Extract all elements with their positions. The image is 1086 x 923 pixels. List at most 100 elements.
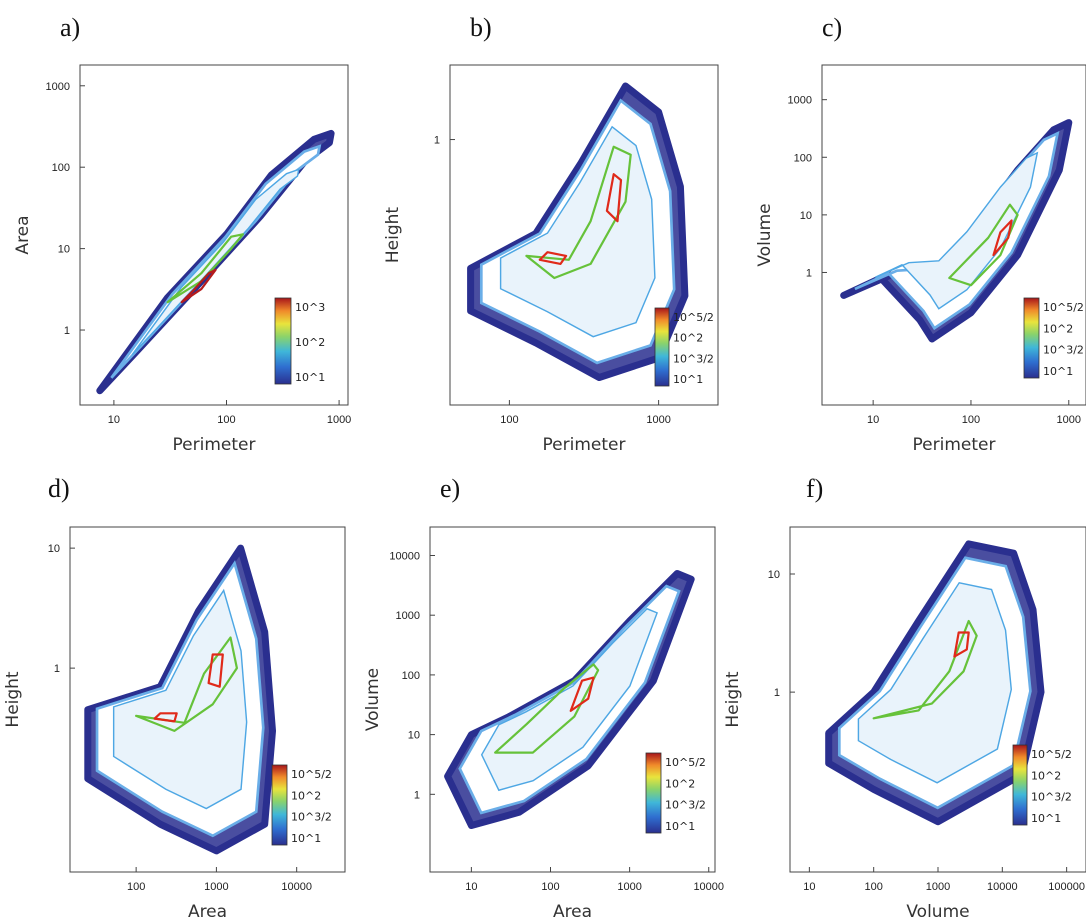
density-core — [857, 581, 1013, 784]
axes-frame — [79, 64, 349, 406]
colorbar-label: 10^1 — [295, 371, 325, 384]
colorbar-label: 10^2 — [673, 332, 703, 345]
colorbar-label: 10^1 — [291, 832, 321, 845]
x-axis-label: Volume — [906, 902, 969, 922]
y-axis-label: Volume — [363, 668, 383, 731]
y-tick-label: 1 — [414, 789, 420, 801]
y-tick-label: 1 — [806, 267, 812, 279]
colorbar-label: 10^2 — [665, 777, 695, 790]
y-axis-label: Height — [723, 671, 743, 728]
x-tick-label: 1000 — [617, 881, 641, 893]
y-axis-label: Height — [383, 207, 403, 264]
contour-1 — [153, 712, 178, 723]
contour-1 — [538, 251, 568, 265]
axes-frame — [429, 526, 716, 873]
y-tick-label: 1 — [64, 325, 70, 337]
panel-letter: d) — [48, 474, 70, 503]
x-tick-label: 100 — [217, 414, 235, 426]
y-tick-label: 1 — [774, 687, 780, 699]
density-core — [499, 125, 656, 338]
colorbar-label: 10^3/2 — [1043, 344, 1084, 357]
x-axis-label: Area — [188, 902, 227, 922]
contour-2 — [605, 173, 623, 223]
x-tick-label: 1000 — [1057, 414, 1081, 426]
x-tick-label: 100 — [541, 881, 559, 893]
contour-1 — [953, 631, 970, 658]
x-tick-label: 10 — [108, 414, 120, 426]
x-tick-label: 100 — [500, 414, 518, 426]
colorbar-label: 10^5/2 — [665, 756, 706, 769]
colorbar-label: 10^1 — [665, 820, 695, 833]
colorbar-label: 10^1 — [1031, 812, 1061, 825]
y-tick-label: 10 — [768, 569, 780, 581]
y-tick-label: 1 — [434, 135, 440, 147]
panel-a: a) 10 100 1000 1 10 100 1000 Perimeter Area 10^3 10… — [13, 13, 351, 455]
x-tick-label: 100 — [865, 881, 883, 893]
x-axis-label: Perimeter — [173, 435, 256, 455]
contour-0 — [872, 619, 978, 720]
x-tick-label: 100 — [127, 881, 145, 893]
panel-b: b) 100 1000 1 Perimeter Height 10^5/2 10^2 10^3/… — [383, 13, 719, 455]
colorbar — [645, 752, 662, 834]
contour-1 — [180, 268, 217, 304]
density-core — [874, 151, 1039, 310]
colorbar — [1012, 744, 1028, 826]
colorbar-label: 10^1 — [673, 373, 703, 386]
density-core — [112, 588, 248, 810]
x-tick-label: 10 — [803, 881, 815, 893]
panel-letter: f) — [806, 474, 823, 503]
panel-letter: e) — [440, 474, 460, 503]
x-tick-label: 10 — [465, 881, 477, 893]
colorbar-label: 10^2 — [291, 789, 321, 802]
y-tick-label: 10000 — [389, 550, 420, 562]
y-tick-label: 10 — [48, 543, 60, 555]
panel-letter: c) — [822, 13, 842, 42]
colorbar-label: 10^5/2 — [291, 768, 332, 781]
colorbar-label: 10^3 — [295, 301, 325, 314]
colorbar-label: 10^2 — [1043, 322, 1073, 335]
colorbar — [654, 307, 670, 387]
y-tick-label: 100 — [402, 670, 420, 682]
contour-1 — [992, 219, 1013, 257]
panel-d: d) 100 1000 10000 1 10 Area Height 10^5/2 10^2 10^… — [3, 474, 346, 922]
contour-0 — [494, 663, 600, 754]
panel-letter: a) — [60, 13, 80, 42]
panel-letter: b) — [470, 13, 492, 42]
x-tick-label: 1000 — [204, 881, 228, 893]
x-tick-label: 100 — [962, 414, 980, 426]
x-axis-label: Area — [553, 902, 592, 922]
x-tick-label: 10000 — [987, 881, 1018, 893]
colorbar — [271, 764, 288, 846]
colorbar-label: 10^3/2 — [673, 352, 714, 365]
density-core — [131, 168, 300, 356]
y-tick-label: 10 — [800, 210, 812, 222]
plot-area — [96, 129, 335, 395]
y-tick-label: 100 — [794, 152, 812, 164]
plot-area — [84, 544, 276, 855]
plot-area — [444, 570, 695, 829]
colorbar-label: 10^3/2 — [291, 811, 332, 824]
colorbar — [1023, 297, 1040, 379]
y-tick-label: 10 — [408, 730, 420, 742]
colorbar-label: 10^3/2 — [665, 799, 706, 812]
x-tick-label: 10000 — [693, 881, 724, 893]
y-tick-label: 1000 — [396, 610, 420, 622]
plot-area — [467, 82, 689, 381]
contour-1 — [569, 676, 595, 713]
axes-frame — [449, 64, 719, 406]
y-tick-label: 100 — [52, 162, 70, 174]
panel-e: e) 10 100 1000 10000 1 10 100 1000 10000 Area Volum… — [363, 474, 724, 922]
x-axis-label: Perimeter — [913, 435, 996, 455]
x-axis-label: Perimeter — [543, 435, 626, 455]
x-tick-label: 1000 — [327, 414, 351, 426]
y-tick-label: 1000 — [46, 81, 70, 93]
contour-0 — [135, 636, 238, 733]
density-core — [480, 607, 659, 792]
contour-0 — [948, 203, 1019, 287]
x-tick-label: 100000 — [1048, 881, 1085, 893]
colorbar-label: 10^2 — [1031, 769, 1061, 782]
plot-area — [840, 119, 1073, 343]
x-tick-label: 10000 — [281, 881, 312, 893]
contour-0 — [525, 145, 632, 280]
axes-frame — [69, 526, 346, 873]
